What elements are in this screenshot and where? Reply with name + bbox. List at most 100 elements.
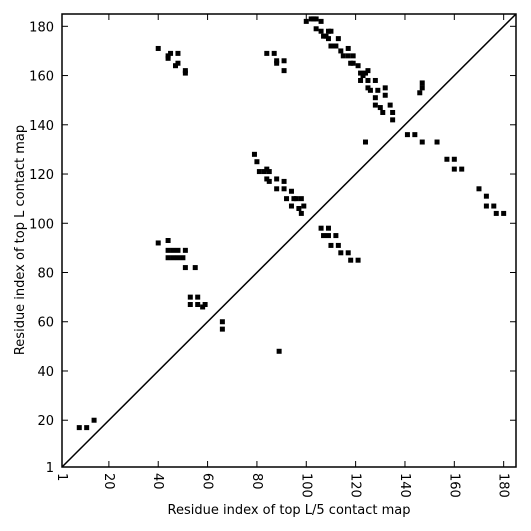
contact-point [419, 85, 425, 91]
contact-point [264, 50, 270, 56]
contact-point [182, 68, 188, 74]
contact-point [444, 156, 450, 162]
contact-point [340, 53, 346, 59]
contact-point [274, 186, 280, 192]
contact-point [165, 55, 171, 61]
contact-point [372, 77, 378, 83]
contact-point [483, 193, 489, 199]
contact-point [303, 18, 309, 24]
contact-point [365, 68, 371, 74]
contact-point [271, 50, 277, 56]
y-tick-label: 1 [46, 461, 54, 476]
contact-point [170, 255, 176, 261]
y-tick-label: 140 [29, 119, 54, 134]
contact-point [350, 60, 356, 66]
contact-point [281, 58, 287, 64]
contact-point [276, 348, 282, 354]
contact-point [187, 294, 193, 300]
contact-point [219, 319, 225, 325]
contact-point [165, 255, 171, 261]
y-tick-label: 40 [37, 365, 54, 380]
x-tick-label: 160 [446, 473, 461, 498]
contact-point [195, 302, 201, 308]
y-axis-label: Residue index of top L contact map [13, 125, 28, 355]
contact-point [345, 250, 351, 256]
contact-point [451, 156, 457, 162]
contact-point [348, 257, 354, 263]
contact-point [355, 257, 361, 263]
contact-point [195, 294, 201, 300]
x-tick-label: 120 [348, 473, 363, 498]
x-tick-label: 140 [397, 473, 412, 498]
contact-point [274, 60, 280, 66]
contact-point [155, 45, 161, 51]
contact-point [328, 28, 334, 34]
contact-point [182, 247, 188, 253]
contact-point [298, 210, 304, 216]
contact-point [192, 265, 198, 271]
contact-point [335, 242, 341, 248]
contact-point [296, 205, 302, 211]
contact-point [175, 50, 181, 56]
contact-point [281, 178, 287, 184]
contact-point [318, 18, 324, 24]
contact-point [390, 109, 396, 115]
contact-point [187, 302, 193, 308]
contact-point [155, 240, 161, 246]
contact-point [372, 95, 378, 101]
contact-point [325, 36, 331, 42]
y-tick-label: 120 [29, 168, 54, 183]
contact-point [358, 77, 364, 83]
contact-point [180, 255, 186, 261]
contact-point [382, 92, 388, 98]
contact-point [165, 238, 171, 243]
contact-point [338, 48, 344, 54]
contact-point [84, 425, 90, 431]
x-tick-label: 1 [54, 473, 69, 481]
contact-point [170, 247, 176, 253]
contact-point [281, 68, 287, 74]
contact-point [419, 80, 425, 86]
contact-point [333, 43, 339, 49]
contact-point [313, 26, 319, 32]
contact-point [419, 139, 425, 145]
contact-point [476, 186, 482, 192]
contact-point [219, 326, 225, 332]
contact-point [313, 16, 319, 22]
plot-frame [61, 13, 517, 468]
contact-point [284, 196, 290, 202]
contact-point [256, 169, 262, 175]
x-tick-label: 100 [298, 473, 313, 498]
contact-point [293, 196, 299, 202]
contact-point [493, 210, 499, 216]
contact-point [301, 203, 307, 209]
x-tick-label: 40 [150, 473, 165, 490]
contact-point [168, 50, 174, 56]
contact-point [377, 105, 383, 111]
contact-point [318, 28, 324, 34]
contact-point [434, 139, 440, 145]
contact-point [404, 132, 410, 138]
x-tick-label: 80 [249, 473, 264, 490]
contact-point [382, 85, 388, 91]
contact-point [298, 196, 304, 202]
contact-point [451, 166, 457, 172]
contact-point [318, 225, 324, 231]
contact-point [350, 53, 356, 59]
contact-point [365, 77, 371, 83]
contact-point [375, 87, 381, 93]
contact-point [491, 203, 497, 209]
x-tick-label: 180 [496, 473, 511, 498]
contact-point [254, 159, 260, 165]
contact-point [266, 169, 272, 175]
contact-point [274, 176, 280, 182]
contact-point [165, 247, 171, 253]
contact-point [328, 242, 334, 248]
contact-point [501, 210, 507, 216]
contact-point [459, 166, 465, 172]
contact-point [387, 102, 393, 108]
contact-point [325, 225, 331, 231]
contact-point [288, 188, 294, 194]
contact-point [355, 63, 361, 69]
